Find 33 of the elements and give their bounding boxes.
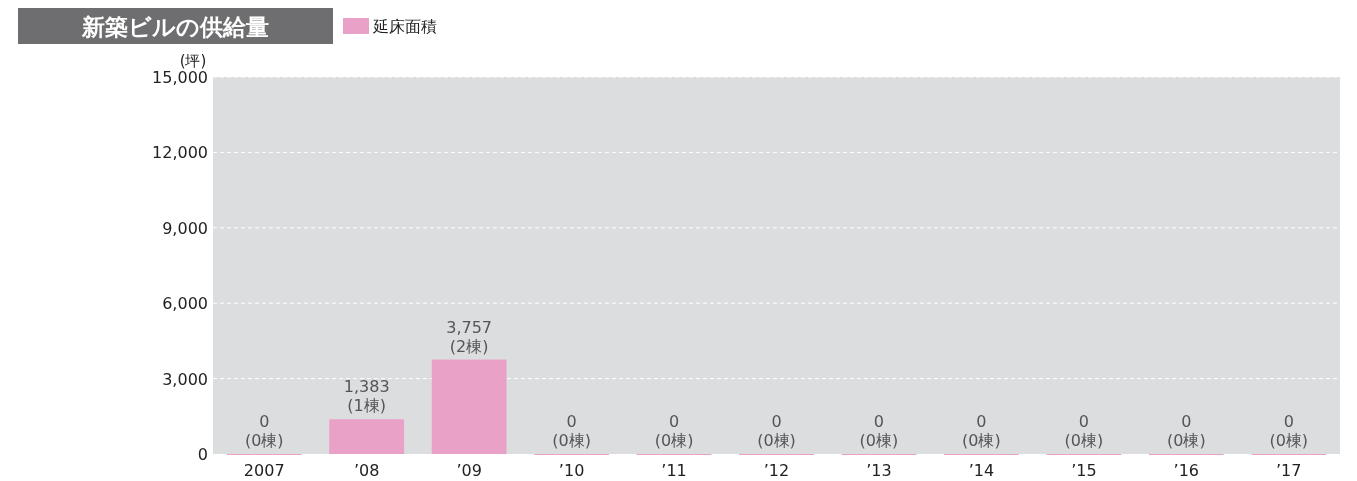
data-label: 0 (0棟) <box>654 412 694 450</box>
data-label: 0 (0棟) <box>244 412 284 450</box>
bar <box>329 419 405 454</box>
x-tick-label: ’17 <box>1276 461 1302 480</box>
y-tick-label: 6,000 <box>162 294 208 314</box>
x-tick-label: ’13 <box>866 461 892 480</box>
y-tick-label: 3,000 <box>162 369 208 389</box>
x-tick-label: ’15 <box>1071 461 1097 480</box>
data-label: 0 (0棟) <box>1064 412 1104 450</box>
x-tick-label: ’16 <box>1173 461 1200 480</box>
chart-title: 新築ビルの供給量 <box>80 14 269 40</box>
data-label: 1,383 (1棟) <box>343 377 390 416</box>
data-label: 0 (0棟) <box>1166 412 1206 450</box>
x-tick-label: ’09 <box>456 461 482 480</box>
y-tick-label: 0 <box>197 445 208 464</box>
x-tick-label: 2007 <box>243 461 285 480</box>
x-tick-label: ’11 <box>661 461 687 480</box>
data-label: 0 (0棟) <box>552 412 591 450</box>
legend-label: 延床面積 <box>372 17 437 36</box>
bar <box>431 359 507 454</box>
x-tick-label: ’10 <box>558 461 585 480</box>
data-label: 0 (0棟) <box>1269 412 1309 450</box>
y-tick-label: 15,000 <box>152 68 208 87</box>
data-label: 3,757 (2棟) <box>446 317 493 356</box>
data-label: 0 (0棟) <box>757 412 796 450</box>
data-label: 0 (0棟) <box>859 412 899 450</box>
y-axis-title: (坪) <box>179 52 207 70</box>
y-tick-label: 12,000 <box>152 143 208 163</box>
y-tick-label: 9,000 <box>162 218 208 238</box>
x-tick-label: ’14 <box>968 461 995 480</box>
x-tick-label: ’12 <box>763 461 790 480</box>
data-label: 0 (0棟) <box>962 412 1001 450</box>
x-tick-label: ’08 <box>353 461 380 480</box>
